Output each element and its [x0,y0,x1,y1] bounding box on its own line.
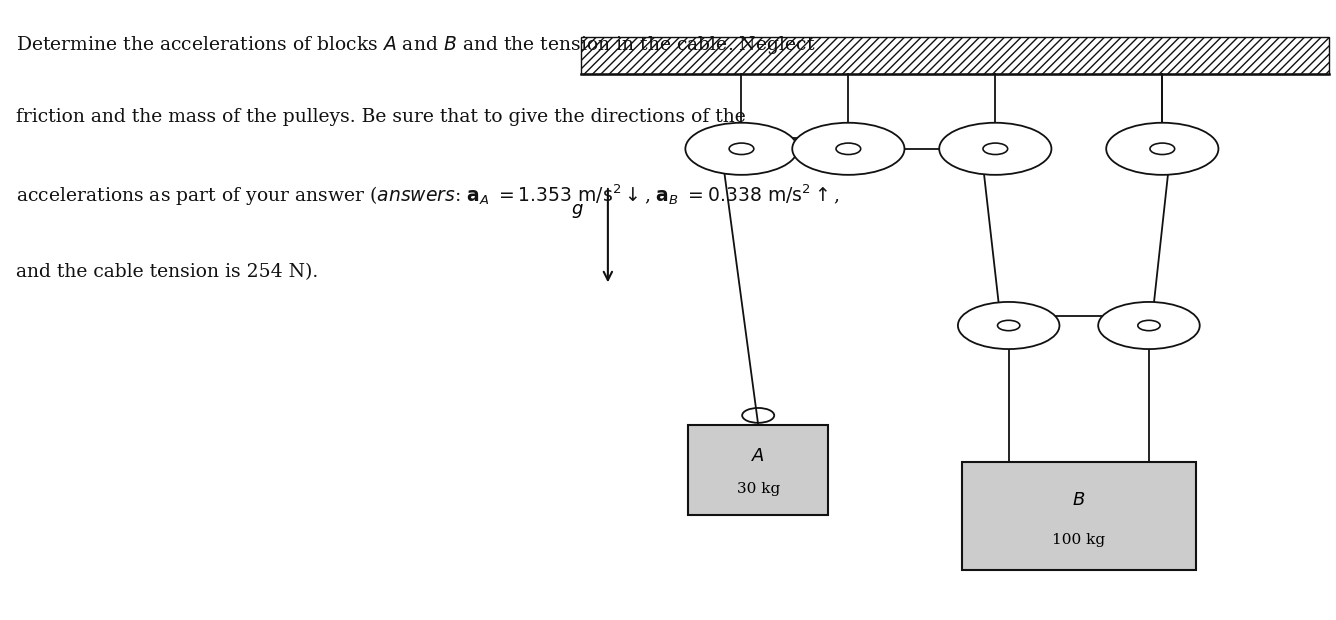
Circle shape [998,321,1019,330]
Circle shape [836,143,860,154]
Text: 30 kg: 30 kg [736,482,780,497]
Circle shape [1098,302,1200,349]
Circle shape [685,123,798,175]
Text: accelerations as part of your answer ($\it{answers}$: $\mathbf{a}$$_A$ $=1.353\ : accelerations as part of your answer ($\… [16,183,840,208]
Circle shape [1150,143,1174,154]
Text: 100 kg: 100 kg [1053,533,1105,547]
Bar [581,37,1329,74]
Circle shape [792,123,904,175]
Circle shape [1138,321,1160,330]
Circle shape [939,123,1051,175]
Circle shape [729,143,754,154]
Text: and the cable tension is 254 N).: and the cable tension is 254 N). [16,264,318,281]
Bar [962,462,1196,570]
Bar [688,425,828,515]
Circle shape [1106,123,1218,175]
Circle shape [983,143,1007,154]
Text: $A$: $A$ [751,447,766,465]
Text: Determine the accelerations of blocks $A$ and $B$ and the tension in the cable. : Determine the accelerations of blocks $A… [16,34,815,56]
Text: friction and the mass of the pulleys. Be sure that to give the directions of the: friction and the mass of the pulleys. Be… [16,108,745,126]
Circle shape [958,302,1059,349]
Text: $B$: $B$ [1073,491,1085,509]
Text: $g$: $g$ [570,202,584,220]
